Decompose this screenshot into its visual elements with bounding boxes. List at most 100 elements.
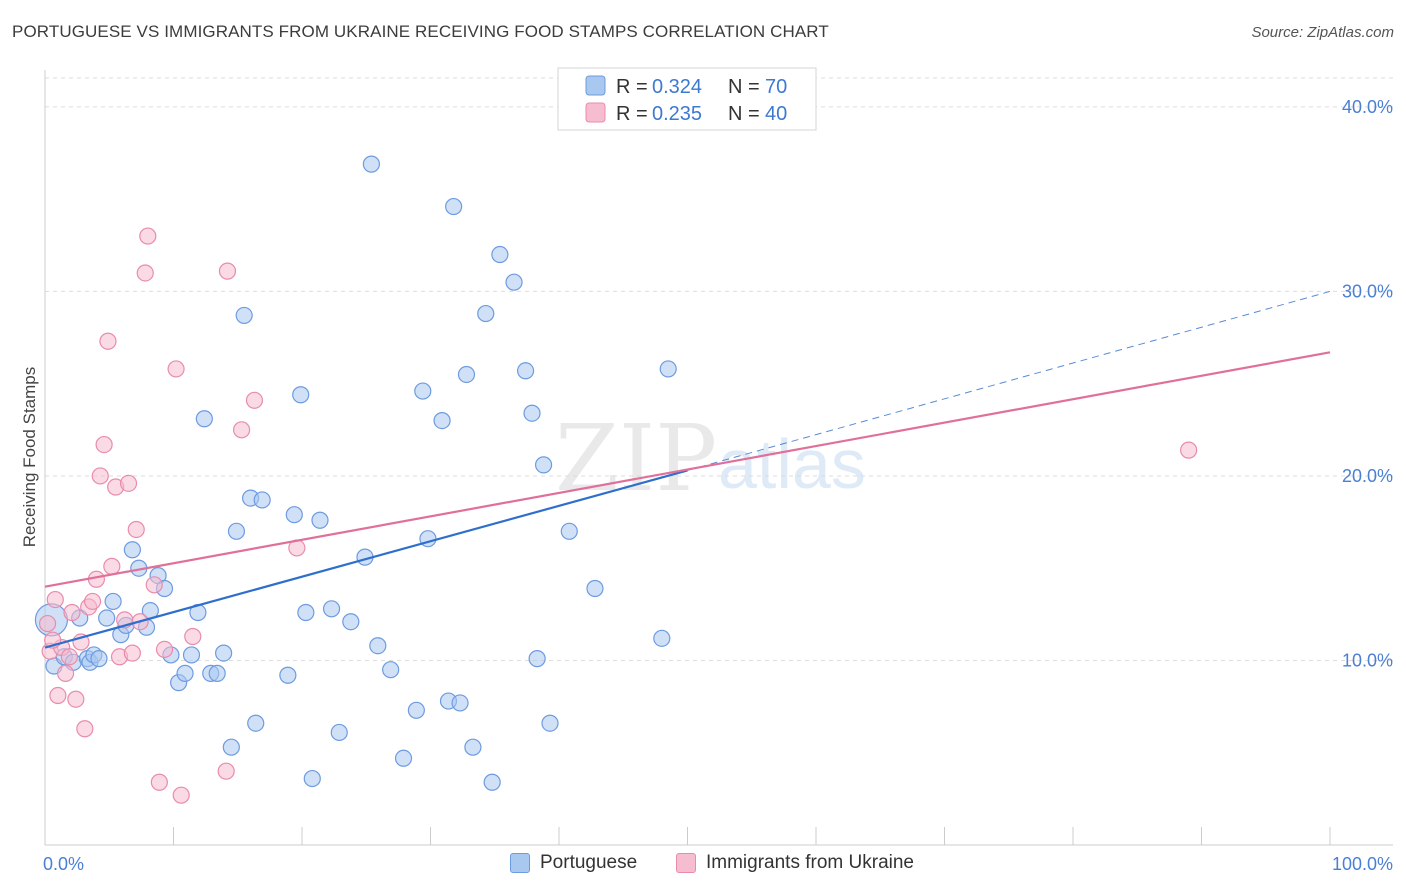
legend-item-portuguese: Portuguese — [510, 852, 637, 874]
legend-n-value-1: 70 — [765, 76, 787, 98]
portuguese-point — [208, 664, 226, 682]
portuguese-point — [491, 245, 509, 264]
portuguese-points — [34, 155, 677, 791]
portuguese-point — [311, 511, 329, 529]
ukraine-point — [56, 664, 75, 682]
portuguese-point — [235, 306, 253, 325]
ukraine-point — [150, 773, 168, 791]
y-tick-label: 10.0% — [1342, 650, 1393, 670]
watermark-zip: ZIP — [555, 405, 717, 512]
portuguese-point — [483, 773, 501, 791]
ukraine-point — [172, 786, 190, 804]
portuguese-point — [505, 273, 523, 291]
portuguese-point — [292, 386, 310, 404]
portuguese-point — [362, 155, 380, 173]
portuguese-point — [534, 456, 553, 474]
portuguese-point — [457, 365, 476, 384]
portuguese-point — [382, 661, 400, 679]
ukraine-point — [83, 592, 102, 611]
trend-lines — [44, 290, 1331, 649]
portuguese-point — [414, 382, 432, 400]
portuguese-point — [215, 644, 233, 662]
portuguese-trend-line — [44, 469, 688, 649]
portuguese-point — [445, 197, 463, 216]
ukraine-point — [145, 576, 163, 594]
ukraine-point — [123, 644, 141, 662]
y-tick-label: 40.0% — [1342, 97, 1393, 117]
legend-label-portuguese: Portuguese — [540, 852, 638, 873]
portuguese-point — [433, 411, 451, 430]
watermark-atlas: atlas — [718, 425, 866, 503]
portuguese-point — [516, 362, 535, 380]
y-axis-label: Receiving Food Stamps — [20, 367, 39, 547]
ukraine-point — [60, 648, 79, 666]
ukraine-point — [155, 640, 174, 659]
ukraine-point — [245, 391, 264, 409]
portuguese-point — [222, 738, 240, 756]
legend-n-label-2: N = — [728, 103, 765, 125]
legend-swatch-ukraine — [585, 102, 606, 123]
ukraine-point — [63, 603, 81, 622]
chart-title: PORTUGUESE VS IMMIGRANTS FROM UKRAINE RE… — [12, 22, 829, 41]
portuguese-point — [528, 650, 546, 668]
portuguese-point — [104, 592, 122, 611]
stats-legend: R = 0.324 N = 70 R = 0.235 N = 40 — [557, 67, 817, 131]
portuguese-point — [123, 541, 141, 559]
portuguese-point — [176, 664, 194, 682]
portuguese-point — [477, 304, 495, 323]
ukraine-point — [184, 627, 202, 646]
ukraine-point — [127, 520, 145, 539]
portuguese-trend-extension — [687, 290, 1331, 471]
portuguese-point — [586, 579, 604, 598]
portuguese-swatch — [510, 853, 530, 873]
bottom-legend: Portuguese Immigrants from Ukraine — [0, 850, 1406, 880]
ukraine-point — [95, 435, 113, 454]
ukraine-point — [1180, 441, 1198, 459]
x-tick-label-max: 100.0% — [1332, 854, 1393, 874]
ukraine-point — [46, 590, 64, 609]
tick-labels: 10.0% 20.0% 30.0% 40.0% 0.0% 100.0% — [43, 97, 1393, 874]
ukraine-point — [217, 762, 235, 780]
portuguese-point — [303, 769, 321, 788]
ukraine-point — [139, 227, 157, 245]
portuguese-point — [285, 506, 303, 524]
legend-r-label-2: R = — [616, 103, 653, 125]
source-label: Source: ZipAtlas.com — [1251, 24, 1394, 41]
legend-r-label-1: R = — [616, 76, 653, 98]
portuguese-point — [182, 646, 201, 664]
portuguese-point — [322, 600, 341, 618]
ukraine-point — [119, 474, 138, 492]
portuguese-point — [464, 738, 482, 756]
portuguese-point — [195, 410, 213, 428]
portuguese-point — [560, 522, 578, 540]
portuguese-point — [227, 522, 246, 540]
portuguese-point — [98, 609, 116, 627]
ukraine-swatch — [676, 853, 696, 873]
portuguese-point — [369, 637, 387, 655]
legend-r-value-2: 0.235 — [652, 103, 702, 125]
portuguese-point — [407, 701, 425, 719]
ukraine-point — [76, 720, 94, 738]
legend-r-value-1: 0.324 — [652, 76, 702, 98]
ukraine-trend-line — [44, 351, 1331, 588]
portuguese-point — [523, 404, 541, 422]
ukraine-point — [38, 614, 57, 633]
ukraine-point — [136, 264, 154, 282]
ukraine-point — [49, 686, 67, 705]
portuguese-point — [342, 613, 360, 631]
portuguese-point — [297, 603, 315, 622]
ukraine-point — [167, 360, 185, 378]
y-tick-label: 20.0% — [1342, 466, 1393, 486]
legend-swatch-portuguese — [585, 75, 606, 96]
ukraine-point — [67, 690, 85, 708]
legend-n-label-1: N = — [728, 76, 765, 98]
portuguese-point — [279, 666, 297, 684]
ukraine-point — [233, 421, 251, 439]
portuguese-point — [659, 360, 677, 378]
legend-label-ukraine: Immigrants from Ukraine — [706, 852, 914, 873]
portuguese-point — [253, 491, 271, 509]
portuguese-point — [653, 629, 671, 647]
portuguese-point — [394, 749, 413, 767]
x-tick-label-min: 0.0% — [43, 854, 84, 874]
